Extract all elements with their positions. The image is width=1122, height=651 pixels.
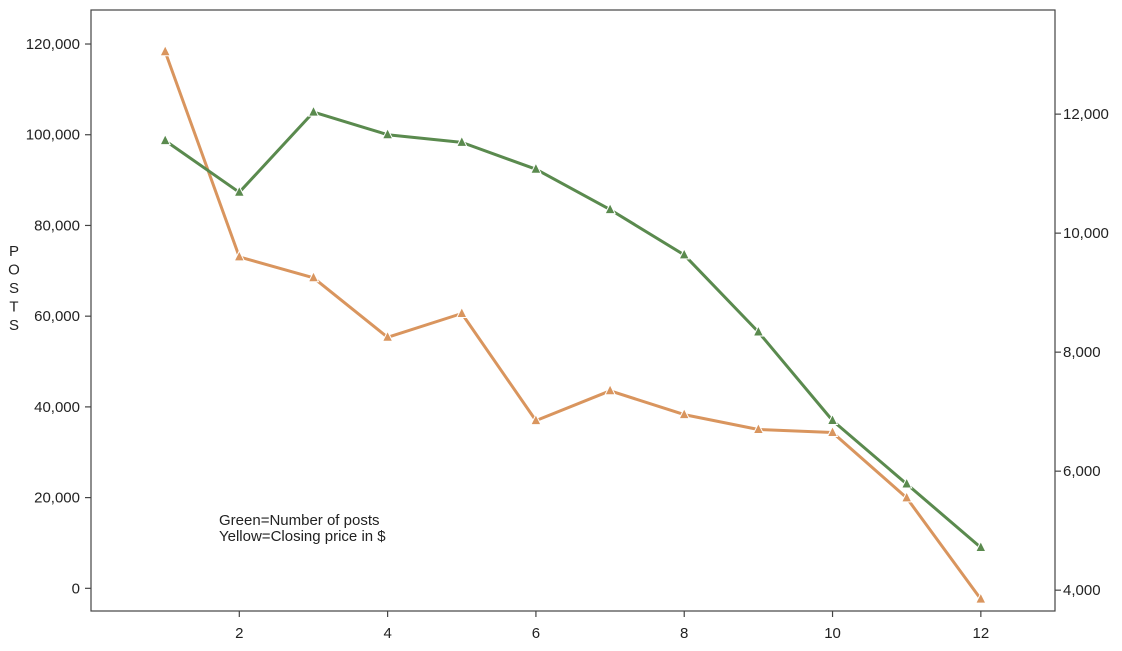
y-axis-label-char: S [9,280,19,297]
data-point-posts [604,202,616,215]
data-point-price [752,422,765,434]
y-axis-label-char: P [9,243,19,260]
data-point-posts [381,127,394,140]
x-tick-label: 6 [532,625,540,642]
data-point-price [233,249,246,262]
data-point-price [455,306,468,318]
x-tick-label: 2 [235,625,243,642]
data-point-posts [678,247,691,260]
y-tick-label: 0 [72,580,80,597]
data-point-posts [233,185,246,197]
y2-tick-label: 8,000 [1063,344,1101,361]
data-point-posts [307,104,320,117]
x-tick-label: 12 [973,625,990,642]
y2-tick-label: 10,000 [1063,225,1109,242]
x-tick-label: 10 [824,625,841,642]
y-tick-label: 100,000 [26,127,80,144]
y2-tick-label: 6,000 [1063,463,1101,480]
data-point-posts [974,540,987,552]
data-point-posts [159,133,172,146]
y-tick-label: 120,000 [26,36,80,53]
y-tick-label: 20,000 [34,490,80,507]
data-point-price [604,383,616,396]
legend-line-2: Yellow=Closing price in $ [219,528,386,545]
data-point-price [974,591,987,604]
y-tick-label: 80,000 [34,217,80,234]
y-axis-label-char: O [8,262,20,279]
data-point-price [678,407,691,420]
y-axis-left: 0 20,000 40,000 60,000 80,000 100,000 120,000 [26,36,91,597]
y2-tick-label: 12,000 [1063,106,1109,123]
legend-line-1: Green=Number of posts [219,512,380,529]
data-point-price [159,44,172,57]
data-point-posts [826,413,839,425]
x-tick-label: 8 [680,625,688,642]
data-point-posts [752,324,765,337]
data-point-posts [900,476,913,489]
plot-frame [90,9,1056,612]
data-point-price [307,270,320,283]
x-tick-label: 4 [383,625,391,642]
data-point-price [381,330,394,342]
y-tick-label: 40,000 [34,399,80,416]
x-axis: 2 4 6 8 10 12 [235,611,989,642]
y-axis-right: 4,000 6,000 8,000 10,000 12,000 [1055,106,1109,599]
data-point-price [900,490,913,503]
series-line-price [163,50,983,601]
data-point-posts [530,162,542,174]
y2-tick-label: 4,000 [1063,582,1101,599]
y-axis-label-char: T [9,299,18,316]
series-layer [159,44,987,604]
data-point-price [530,413,542,426]
y-axis-label-char: S [9,317,19,334]
series-line-posts [163,110,983,549]
y-tick-label: 60,000 [34,308,80,325]
data-point-price [826,425,839,437]
data-point-posts [455,135,468,147]
